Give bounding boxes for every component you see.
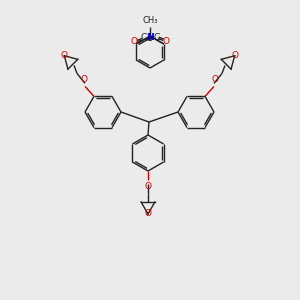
Text: N: N — [146, 34, 153, 43]
Text: O: O — [231, 51, 238, 60]
Text: O: O — [80, 75, 88, 84]
Text: O: O — [61, 51, 68, 60]
Text: C: C — [141, 34, 147, 43]
Text: O: O — [212, 75, 218, 84]
Text: O: O — [163, 38, 170, 46]
Text: N: N — [147, 34, 154, 43]
Text: O: O — [130, 38, 137, 46]
Text: O: O — [145, 182, 152, 191]
Text: C: C — [153, 34, 159, 43]
Text: O: O — [145, 209, 152, 218]
Text: CH₃: CH₃ — [142, 16, 158, 25]
